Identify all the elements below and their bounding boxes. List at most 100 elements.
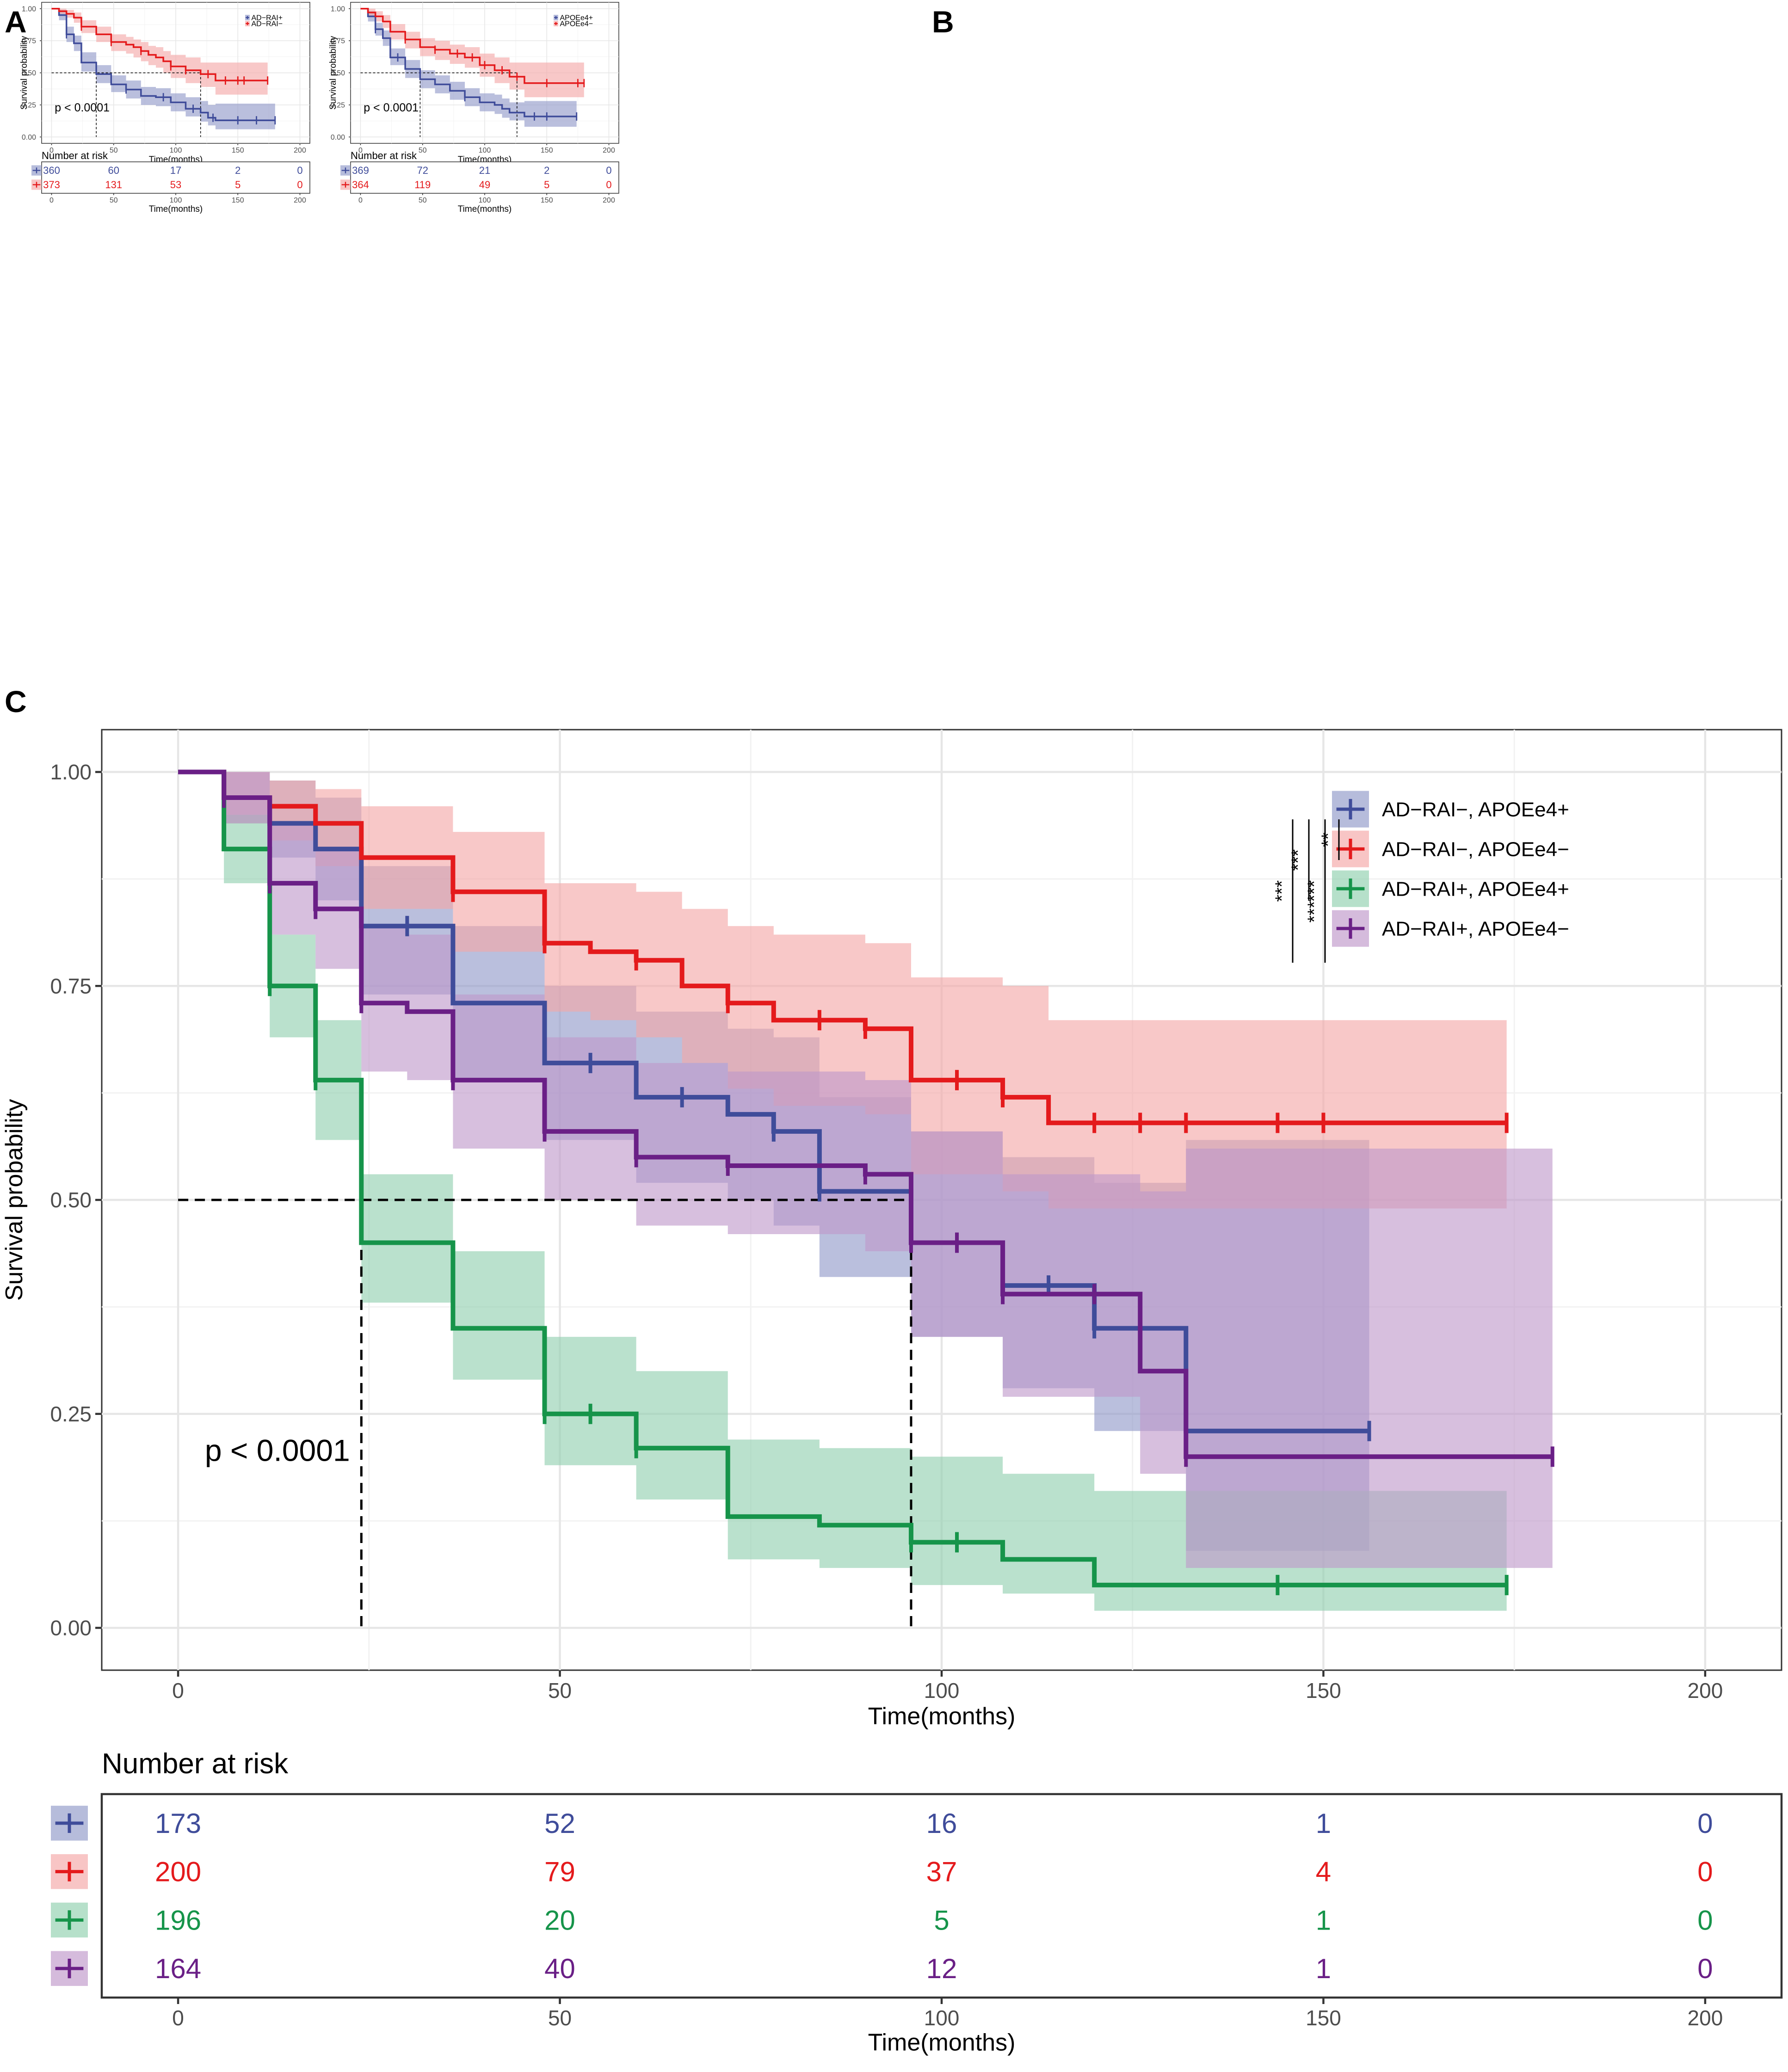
risk-count: 79 [544,1857,575,1888]
risk-count: 200 [155,1857,201,1888]
survival-curve-series-1 [51,7,275,121]
risk-count: 2 [235,165,240,176]
risk-count: 72 [417,165,428,176]
x-tick-label: 150 [232,147,244,154]
risk-x-tick-label: 100 [170,197,182,204]
x-tick-label: 100 [479,147,491,154]
significance-label: ** [1318,832,1338,847]
x-tick-label: 0 [49,147,54,154]
risk-count: 1 [1316,1808,1331,1839]
y-tick-label: 0.00 [50,1616,92,1640]
risk-count: 5 [934,1905,949,1936]
x-tick-label: 50 [419,147,427,154]
risk-x-tick-label: 0 [358,197,363,204]
risk-table-title: Number at risk [42,150,108,161]
pvalue-label: p < 0.0001 [364,101,419,114]
legend-label: APOEe4+ [560,14,593,22]
legend-label: AD−RAI− [252,20,283,28]
risk-count: 196 [155,1905,201,1936]
y-tick-label: 1.00 [331,5,345,13]
y-tick-label: 1.00 [50,760,92,784]
panel-c: 0.000.250.500.751.000 50 100 150 200Time(mon… [1,729,1783,2056]
x-tick-label: 0 [358,147,363,154]
significance-label: *** [1272,880,1292,902]
risk-count: 1 [1316,1905,1331,1936]
y-axis-title: Survival probability [1,1099,28,1301]
significance-label: *** [1288,849,1308,871]
risk-count: 49 [479,179,490,191]
y-tick-label: 0.25 [22,101,36,109]
risk-count: 12 [926,1953,957,1984]
y-tick-label: 0.25 [331,101,345,109]
survival-curve-series-4 [178,769,1553,1459]
panel-letter-b: B [932,5,954,39]
risk-count: 5 [235,179,240,191]
risk-x-tick-label: 50 [419,197,427,204]
legend-label: AD−RAI+, APOEe4− [1382,917,1569,940]
legend-label: APOEe4− [560,20,593,28]
ci-band-series-2 [51,8,268,95]
risk-table-frame [100,1793,1783,1999]
risk-count: 0 [297,179,302,191]
risk-x-tick-label: 0 [172,2006,184,2030]
y-axis-title: Survival probability [328,36,338,110]
risk-count: 0 [297,165,302,176]
x-tick-label: 100 [170,147,182,154]
risk-count: 164 [155,1953,201,1984]
risk-count: 53 [170,179,181,191]
risk-count: 0 [1697,1953,1713,1984]
y-tick-label: 0.50 [22,69,36,77]
risk-x-tick-label: 0 [49,197,54,204]
risk-table-frame [41,161,310,194]
y-tick-label: 0.25 [50,1402,92,1426]
significance-label: *** [1304,880,1325,902]
risk-x-tick-label: 200 [1688,2006,1723,2030]
risk-table-title: Number at risk [102,1748,289,1780]
y-tick-label: 0.00 [331,134,345,141]
y-tick-label: 0.75 [331,37,345,45]
survival-curve-series-1 [360,7,577,117]
x-tick-label: 200 [603,147,615,154]
x-tick-label: 150 [1306,1679,1341,1703]
risk-x-axis-title: Time(months) [149,204,203,214]
y-tick-label: 1.00 [22,5,36,13]
risk-count: 16 [926,1808,957,1839]
risk-count: 1 [1316,1953,1331,1984]
x-tick-label: 50 [548,1679,572,1703]
legend-label: AD−RAI+, APOEe4+ [1382,878,1569,900]
y-tick-label: 0.50 [50,1188,92,1212]
x-axis-title: Time(months) [868,1703,1016,1730]
panel-a: 0.000.250.500.751.000 50 100 150 200Time(mon… [19,2,310,214]
legend-label: AD−RAI+ [252,14,283,22]
risk-count: 360 [43,165,60,176]
risk-x-tick-label: 50 [110,197,118,204]
panel-b: 0.000.250.500.751.000 50 100 150 200Time(mon… [328,2,619,214]
legend-label: AD−RAI−, APOEe4+ [1382,798,1569,821]
risk-x-tick-label: 150 [232,197,244,204]
y-tick-label: 0.50 [331,69,345,77]
x-tick-label: 150 [541,147,553,154]
x-tick-label: 0 [172,1679,184,1703]
risk-x-tick-label: 150 [541,197,553,204]
risk-x-tick-label: 50 [548,2006,572,2030]
risk-x-axis-title: Time(months) [868,2029,1016,2056]
ci-band-series-2 [178,772,1507,1209]
significance-label: *** [1304,901,1325,923]
risk-count: 119 [414,179,431,191]
risk-count: 40 [544,1953,575,1984]
risk-x-tick-label: 200 [294,197,306,204]
risk-count: 60 [108,165,119,176]
y-tick-label: 0.75 [22,37,36,45]
risk-count: 0 [1697,1857,1713,1888]
pvalue-label: p < 0.0001 [55,101,110,114]
risk-count: 21 [479,165,490,176]
panel-letter-a: A [5,5,27,39]
pvalue-label: p < 0.0001 [205,1433,350,1468]
risk-x-tick-label: 100 [924,2006,960,2030]
y-axis-title: Survival probability [19,36,29,110]
risk-x-axis-title: Time(months) [458,204,512,214]
risk-count: 37 [926,1857,957,1888]
risk-count: 5 [544,179,549,191]
risk-count: 0 [1697,1808,1713,1839]
